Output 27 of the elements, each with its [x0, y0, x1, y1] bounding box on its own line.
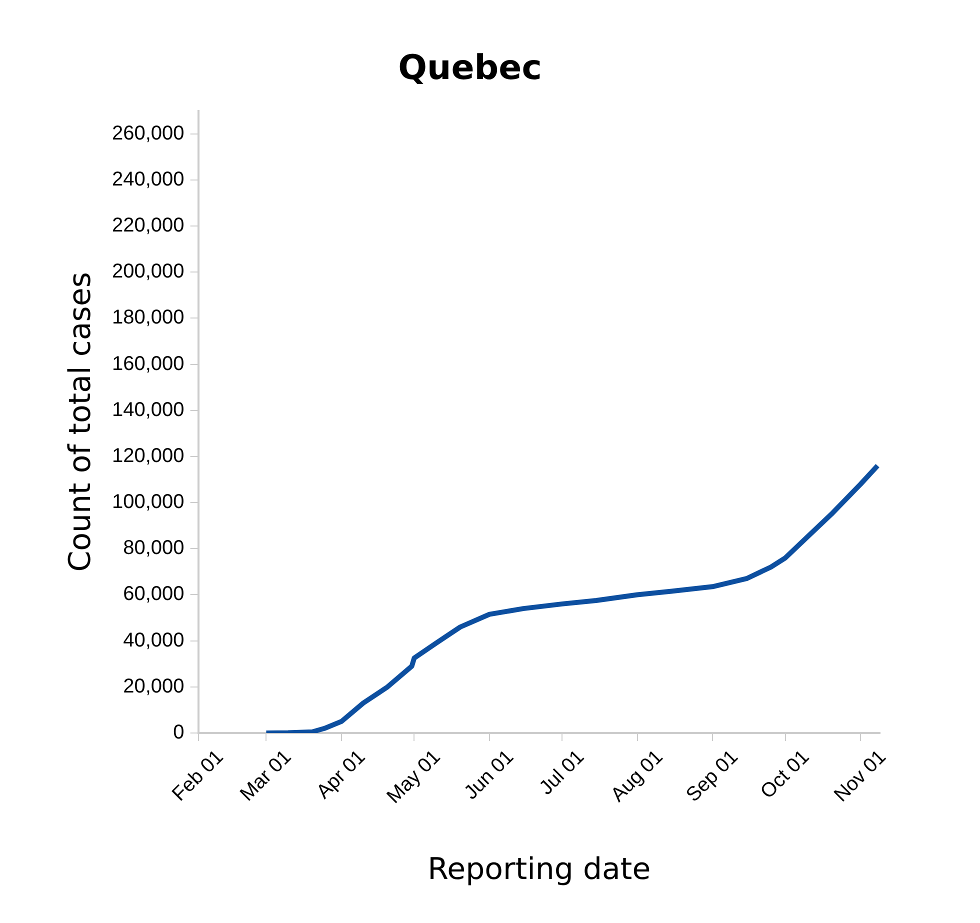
y-tick-label: 220,000 [112, 214, 184, 237]
y-tick-label: 140,000 [112, 398, 184, 421]
x-tick-label: Jun 01 [460, 746, 518, 804]
x-tick-label: Feb 01 [168, 746, 228, 806]
x-tick-label: Mar 01 [236, 746, 296, 806]
x-tick-label: Aug 01 [606, 746, 668, 806]
y-tick-label: 80,000 [123, 537, 184, 560]
chart-title: Quebec [398, 48, 542, 88]
x-tick-label: Oct 01 [756, 746, 814, 804]
y-tick-label: 60,000 [123, 583, 184, 606]
x-axis-title: Reporting date [428, 852, 651, 887]
x-tick-label: Sep 01 [682, 746, 742, 806]
x-tick-label: May 01 [382, 746, 445, 808]
x-tick-label: Apr 01 [312, 746, 370, 804]
y-tick-label: 20,000 [123, 675, 184, 698]
y-tick-label: 240,000 [112, 168, 184, 190]
y-tick-label: 200,000 [112, 260, 184, 283]
y-tick-label: 40,000 [123, 629, 184, 652]
y-tick-label: 260,000 [112, 122, 184, 144]
x-tick-label: Nov 01 [830, 746, 890, 806]
y-tick-label: 0 [173, 722, 184, 744]
x-tick-label: Jul 01 [535, 746, 588, 800]
y-axis-title: Count of total cases [62, 272, 98, 572]
y-tick-label: 180,000 [112, 306, 184, 329]
y-tick-label: 160,000 [112, 352, 184, 375]
y-tick-label: 100,000 [112, 491, 184, 514]
y-tick-label: 120,000 [112, 444, 184, 467]
